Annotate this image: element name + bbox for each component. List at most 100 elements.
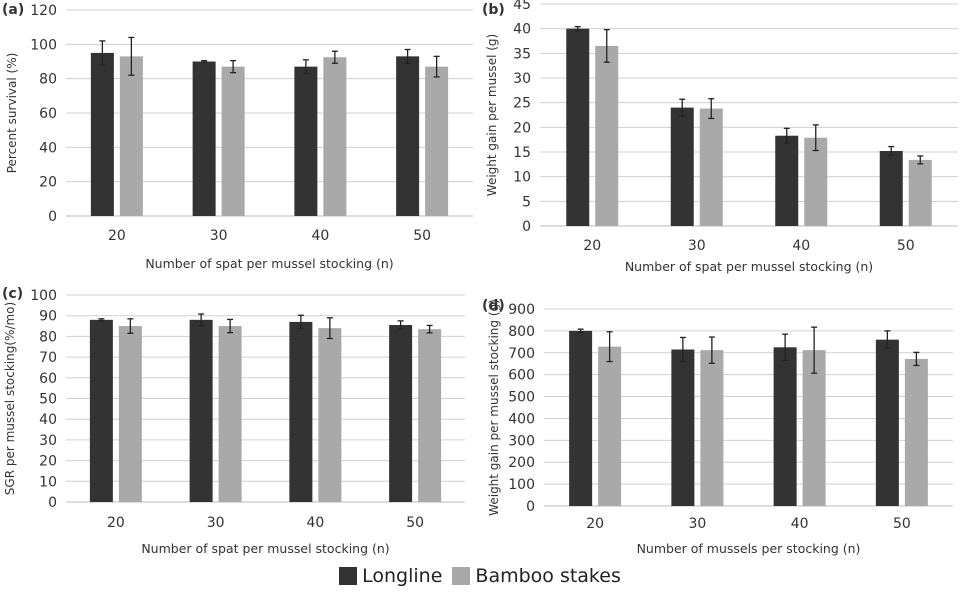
x-tick-label: 20 <box>107 515 125 531</box>
bar-longline <box>90 52 114 216</box>
x-tick-label: 50 <box>897 238 915 254</box>
legend-item-bamboo: Bamboo stakes <box>452 565 621 587</box>
bar-longline <box>289 321 313 502</box>
bar-bamboo <box>425 66 449 217</box>
y-tick-label: 0 <box>48 495 57 511</box>
x-tick-label: 20 <box>108 228 126 244</box>
y-tick-label: 90 <box>39 309 57 325</box>
bar-bamboo <box>804 137 828 226</box>
bar-longline <box>396 56 420 216</box>
x-tick-label: 30 <box>688 238 706 254</box>
y-tick-label: 70 <box>39 350 57 366</box>
y-tick-label: 80 <box>39 72 57 88</box>
bar-bamboo <box>318 328 342 502</box>
y-axis-label: Percent survival (%) <box>5 53 19 174</box>
panel-label: (d) <box>482 298 505 314</box>
y-tick-label: 25 <box>513 96 531 112</box>
y-tick-label: 45 <box>513 0 531 13</box>
bar-longline <box>773 347 797 506</box>
x-tick-label: 30 <box>210 228 228 244</box>
bar-bamboo <box>699 108 723 226</box>
x-tick-label: 40 <box>311 228 329 244</box>
panel-label: (a) <box>2 2 24 18</box>
bar-longline <box>389 325 413 502</box>
y-axis-label: Weight gain per mussel (g) <box>485 34 499 196</box>
bar-longline <box>775 135 799 226</box>
bar-bamboo <box>802 350 826 506</box>
y-tick-label: 40 <box>39 412 57 428</box>
panel-label: (c) <box>2 286 23 302</box>
y-tick-label: 20 <box>39 175 57 191</box>
y-tick-label: 20 <box>513 120 531 136</box>
y-tick-label: 60 <box>39 371 57 387</box>
bar-bamboo <box>700 350 724 506</box>
x-axis-label: Number of spat per mussel stocking (n) <box>145 256 393 271</box>
y-tick-label: 80 <box>39 329 57 345</box>
y-tick-label: 700 <box>508 346 535 362</box>
y-tick-label: 900 <box>508 302 535 318</box>
y-tick-label: 10 <box>39 474 57 490</box>
x-tick-label: 20 <box>586 516 604 532</box>
bar-longline <box>189 319 213 502</box>
y-tick-label: 200 <box>508 455 535 471</box>
y-tick-label: 30 <box>513 71 531 87</box>
x-tick-label: 30 <box>688 516 706 532</box>
bar-bamboo <box>118 326 142 502</box>
x-axis-label: Number of spat per mussel stocking (n) <box>141 541 389 556</box>
x-tick-label: 50 <box>893 516 911 532</box>
bar-bamboo <box>595 45 619 226</box>
x-tick-label: 50 <box>406 515 424 531</box>
y-axis-label: SGR per mussel stocking(%/mo) <box>3 302 17 495</box>
y-tick-label: 5 <box>522 194 531 210</box>
bar-bamboo <box>119 56 143 216</box>
panel-label: (b) <box>482 2 505 18</box>
bar-longline <box>89 319 113 502</box>
bar-bamboo <box>418 329 442 502</box>
legend-item-longline: Longline <box>339 565 442 587</box>
legend-label-bamboo: Bamboo stakes <box>475 565 621 587</box>
y-tick-label: 0 <box>48 209 57 225</box>
y-tick-label: 300 <box>508 433 535 449</box>
legend-label-longline: Longline <box>362 565 443 587</box>
y-tick-label: 100 <box>30 288 57 304</box>
y-tick-label: 600 <box>508 368 535 384</box>
x-tick-label: 40 <box>792 238 810 254</box>
bar-bamboo <box>323 57 347 217</box>
x-axis-label: Number of spat per mussel stocking (n) <box>625 259 873 274</box>
y-tick-label: 20 <box>39 454 57 470</box>
bar-longline <box>569 330 593 506</box>
y-tick-label: 40 <box>39 140 57 156</box>
y-tick-label: 400 <box>508 411 535 427</box>
bar-longline <box>192 61 216 216</box>
bar-bamboo <box>904 358 928 506</box>
x-tick-label: 30 <box>207 515 225 531</box>
x-axis-label: Number of mussels per stocking (n) <box>637 541 861 556</box>
bar-bamboo <box>218 326 242 502</box>
legend: Longline Bamboo stakes <box>0 565 960 587</box>
bar-longline <box>671 349 695 506</box>
y-tick-label: 800 <box>508 324 535 340</box>
y-axis-label: Weight gain per mussel stocking (g) <box>487 299 501 516</box>
legend-swatch-bamboo <box>452 567 471 585</box>
legend-swatch-longline <box>339 567 358 585</box>
y-tick-label: 100 <box>30 37 57 53</box>
x-tick-label: 50 <box>413 228 431 244</box>
bar-longline <box>566 28 590 226</box>
x-tick-label: 40 <box>791 516 809 532</box>
y-tick-label: 35 <box>513 46 531 62</box>
bar-bamboo <box>598 346 622 506</box>
y-tick-label: 0 <box>526 499 535 515</box>
y-tick-label: 30 <box>39 433 57 449</box>
y-tick-label: 50 <box>39 392 57 408</box>
y-tick-label: 10 <box>513 170 531 186</box>
bar-longline <box>294 66 318 217</box>
y-tick-label: 40 <box>513 22 531 38</box>
y-tick-label: 120 <box>30 3 57 19</box>
bar-longline <box>670 107 694 226</box>
y-tick-label: 500 <box>508 390 535 406</box>
y-tick-label: 0 <box>522 219 531 235</box>
y-tick-label: 60 <box>39 106 57 122</box>
bar-longline <box>879 151 903 226</box>
